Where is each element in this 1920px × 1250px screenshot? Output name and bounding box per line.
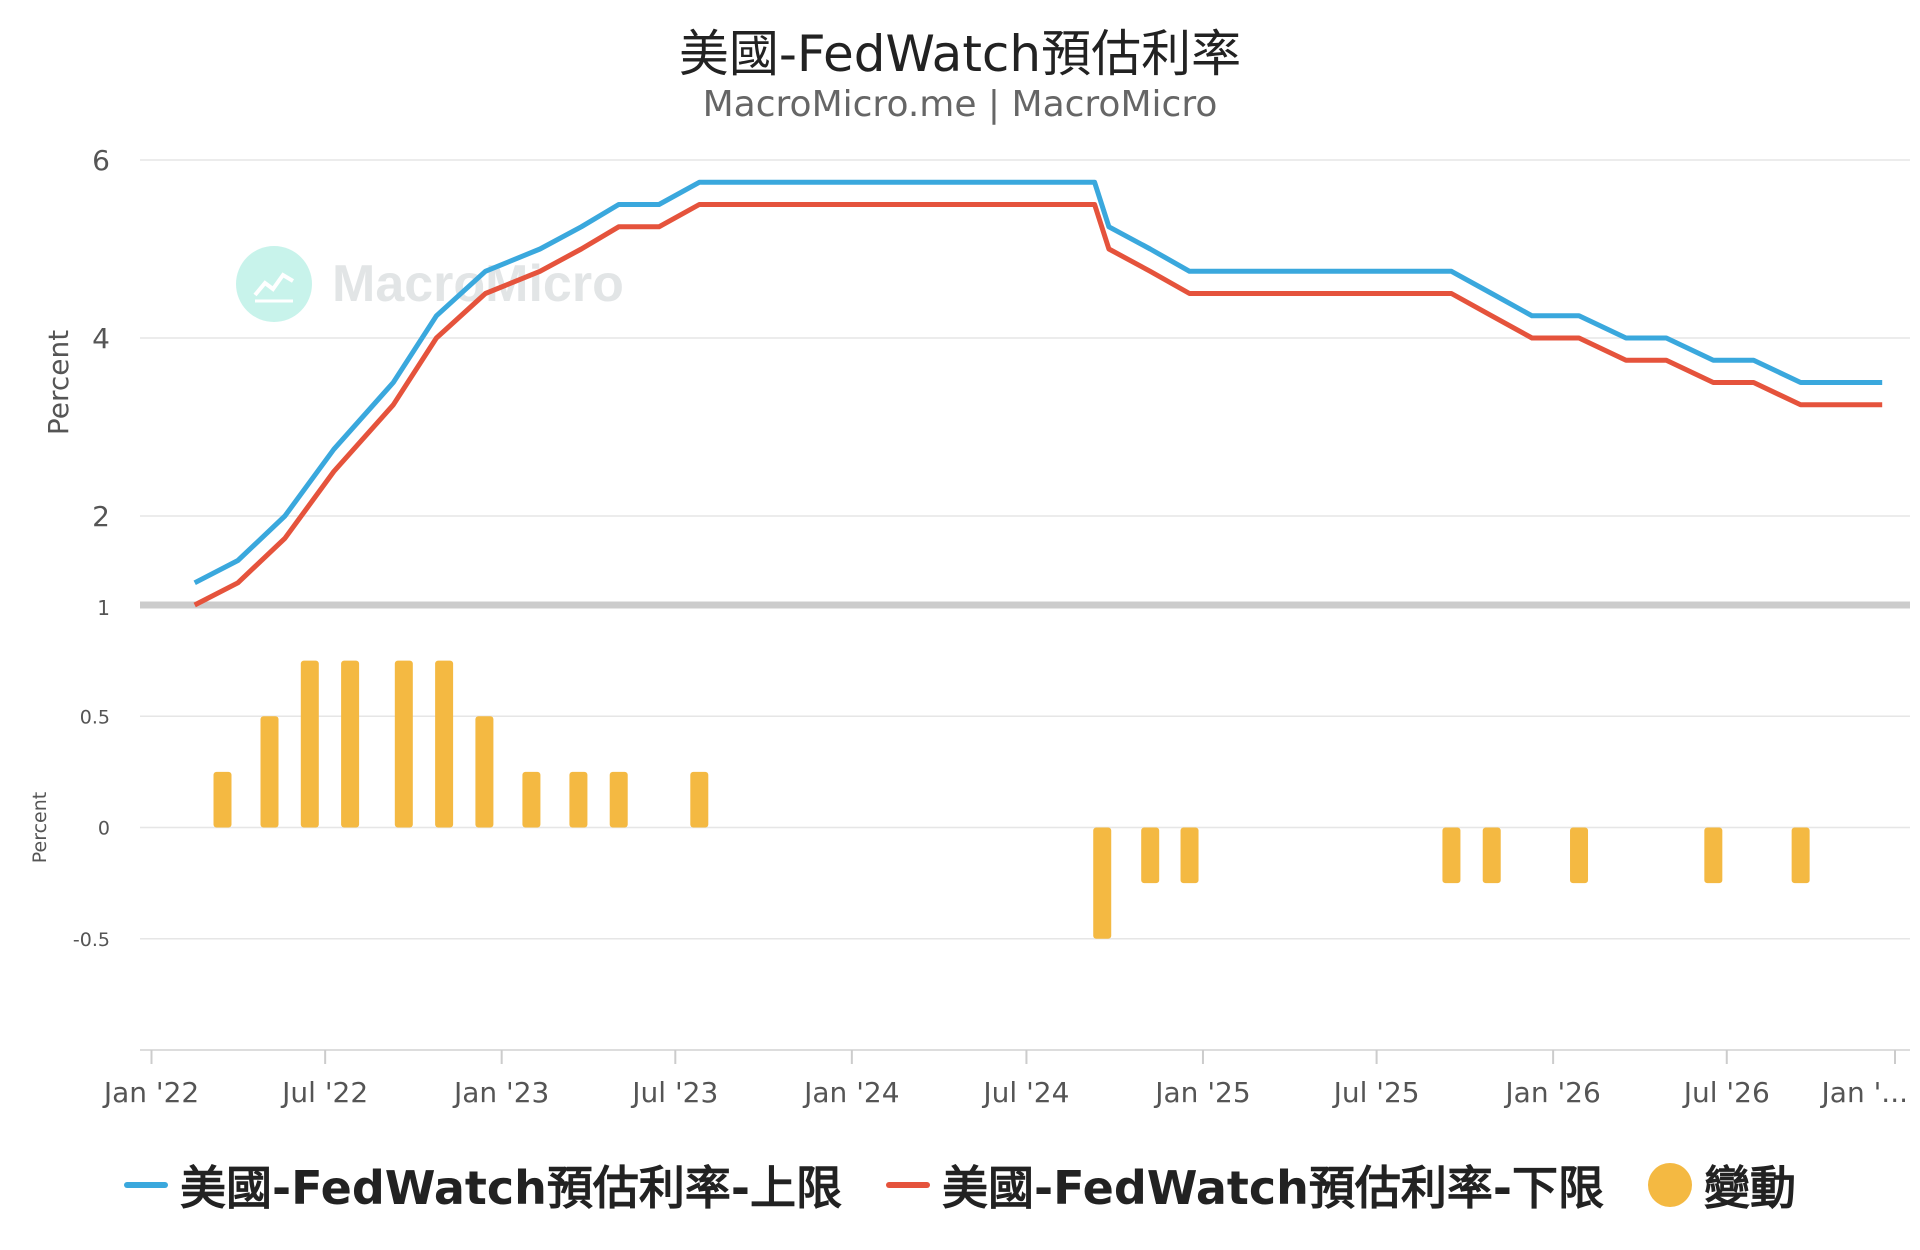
legend-swatch-lower: [886, 1182, 930, 1188]
legend-swatch-upper: [123, 1182, 168, 1188]
change-bar: [569, 771, 588, 828]
change-bar: [1482, 827, 1501, 884]
x-tick-label: Jan '...: [1820, 1076, 1908, 1109]
top-y-tick-label: 4: [92, 322, 110, 355]
top-y-ticks: 6 4 2 1: [92, 144, 110, 620]
legend-swatch-change: [1648, 1163, 1693, 1207]
legend-item-upper[interactable]: 美國-FedWatch預估利率-上限: [123, 1152, 842, 1218]
x-ticks: Jan '22 Jul '22 Jan '23 Jul '23 Jan '24 Jul '…: [102, 1050, 1908, 1109]
macromicro-logo-icon: [236, 246, 312, 322]
top-y-tick-label: 6: [92, 144, 110, 177]
change-bar: [1570, 827, 1589, 884]
change-bar: [341, 660, 360, 828]
x-tick-label: Jan '22: [102, 1076, 199, 1109]
change-bar: [1704, 827, 1723, 884]
change-bar: [1791, 827, 1810, 884]
change-bar: [609, 771, 628, 828]
top-y-tick-label: 1: [97, 596, 110, 620]
top-y-tick-label: 2: [92, 500, 110, 533]
legend-label-upper: 美國-FedWatch預估利率-上限: [179, 1161, 842, 1215]
x-tick-label: Jul '26: [1682, 1076, 1770, 1109]
rate-lines: [193, 179, 1883, 608]
change-bar: [690, 771, 709, 828]
change-bar: [475, 716, 494, 828]
x-tick-label: Jan '25: [1153, 1076, 1250, 1109]
change-bar: [213, 771, 232, 828]
change-bar: [1442, 827, 1461, 884]
lower-bound-line: [193, 202, 1883, 608]
legend-item-change[interactable]: 變動: [1648, 1152, 1796, 1218]
x-tick-label: Jan '26: [1503, 1076, 1600, 1109]
change-bar: [300, 660, 319, 828]
change-bar: [260, 716, 279, 828]
upper-bound-line: [193, 179, 1883, 586]
legend-item-lower[interactable]: 美國-FedWatch預估利率-下限: [886, 1152, 1604, 1218]
bottom-y-tick-label: 0: [98, 818, 110, 840]
legend-label-change: 變動: [1704, 1161, 1797, 1215]
change-bars: [213, 660, 1810, 939]
change-bar: [1093, 827, 1112, 939]
chart-title: 美國-FedWatch預估利率: [678, 25, 1242, 83]
bottom-y-tick-label: 0.5: [80, 706, 110, 728]
x-tick-label: Jul '24: [981, 1076, 1069, 1109]
legend-label-lower: 美國-FedWatch預估利率-下限: [942, 1161, 1605, 1215]
x-tick-label: Jul '23: [630, 1076, 718, 1109]
change-bar: [1180, 827, 1199, 884]
change-bar: [1141, 827, 1160, 884]
x-tick-label: Jan '23: [452, 1076, 549, 1109]
change-bar: [394, 660, 413, 828]
change-bar: [435, 660, 454, 828]
chart-subtitle: MacroMicro.me | MacroMicro: [702, 84, 1218, 125]
bottom-y-tick-label: -0.5: [73, 929, 110, 951]
bottom-y-axis-label: Percent: [29, 792, 51, 864]
x-tick-label: Jul '25: [1332, 1076, 1420, 1109]
legend: 美國-FedWatch預估利率-上限 美國-FedWatch預估利率-下限 變動: [0, 1152, 1920, 1218]
change-bar: [522, 771, 541, 828]
x-tick-label: Jul '22: [280, 1076, 368, 1109]
bottom-y-ticks: 0.5 0 -0.5: [73, 706, 110, 951]
x-tick-label: Jan '24: [802, 1076, 899, 1109]
bottom-panel-grid: [140, 715, 1910, 940]
top-y-axis-label: Percent: [42, 330, 75, 435]
